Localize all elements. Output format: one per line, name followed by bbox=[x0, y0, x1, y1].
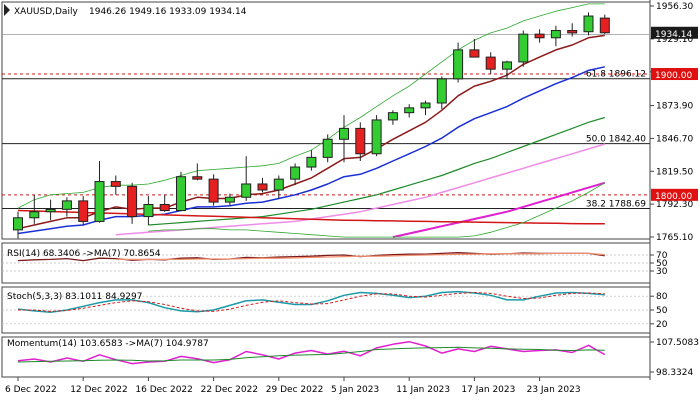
bear-candle bbox=[110, 181, 121, 187]
rsi-y-tick-label: 30 bbox=[656, 267, 668, 277]
bull-candle bbox=[453, 49, 464, 80]
bear-candle bbox=[127, 185, 138, 218]
bull-candle bbox=[550, 30, 561, 39]
x-tick-label: 6 Dec 2022 bbox=[5, 385, 57, 395]
bull-candle bbox=[273, 178, 284, 191]
current-price-badge bbox=[651, 26, 698, 39]
y-tick-label: 1846.70 bbox=[656, 134, 693, 144]
y-tick-label: 1792.30 bbox=[656, 200, 693, 210]
rsi-y-tick-label: 50 bbox=[656, 259, 668, 269]
bull-candle bbox=[322, 138, 333, 158]
momentum-title: Momentum(14) 103.6583 ->MA(7) 104.9787 bbox=[7, 339, 209, 349]
series-ema_long bbox=[148, 116, 605, 226]
bull-candle bbox=[436, 78, 447, 104]
x-tick-label: 11 Jan 2023 bbox=[396, 385, 450, 395]
header-symbol: XAUUSD,Daily bbox=[14, 7, 78, 17]
bear-candle bbox=[192, 176, 203, 180]
x-tick-label: 23 Jan 2023 bbox=[527, 385, 581, 395]
rsi-title: RSI(14) 68.3406 ->MA(7) 70.8654 bbox=[7, 249, 161, 259]
pane-frame-mom bbox=[1, 336, 651, 378]
series-ema_mid bbox=[17, 66, 605, 235]
y-tick-label: 1819.50 bbox=[656, 167, 693, 177]
level-badge bbox=[651, 68, 698, 81]
x-tick-label: 5 Jan 2023 bbox=[331, 385, 379, 395]
bull-candle bbox=[13, 217, 23, 231]
x-tick-label: 17 Jan 2023 bbox=[461, 385, 515, 395]
stoch-y-tick-label: 50 bbox=[656, 306, 668, 316]
bull-candle bbox=[241, 183, 252, 198]
bull-candle bbox=[518, 33, 529, 63]
level-label: 50.0 1842.40 bbox=[586, 135, 646, 145]
bull-candle bbox=[404, 107, 415, 114]
y-tick-label: 1873.90 bbox=[656, 102, 693, 112]
level-badge-text: 1900.00 bbox=[655, 71, 692, 81]
bear-candle bbox=[78, 200, 89, 222]
bull-candle bbox=[371, 119, 382, 155]
y-tick-label: 1765.10 bbox=[656, 233, 693, 243]
bull-candle bbox=[502, 61, 512, 70]
bull-candle bbox=[224, 196, 235, 203]
bull-candle bbox=[583, 15, 594, 33]
current-price-badge-text: 1934.14 bbox=[655, 30, 692, 40]
bear-candle bbox=[159, 204, 170, 212]
mom-y-tick-label: 98.3324 bbox=[656, 368, 693, 378]
bull-candle bbox=[94, 181, 105, 222]
bear-candle bbox=[469, 49, 480, 58]
series-magenta_ma bbox=[392, 181, 606, 239]
bear-candle bbox=[355, 127, 366, 155]
level-badge bbox=[651, 188, 698, 201]
y-tick-label: 1956.30 bbox=[656, 2, 693, 12]
rsi-y-tick-label: 70 bbox=[656, 251, 668, 261]
header-ohlc: 1946.26 1949.16 1933.09 1934.14 bbox=[89, 7, 247, 17]
level-label: 38.2 1788.69 bbox=[586, 199, 646, 209]
bull-candle bbox=[420, 102, 431, 109]
stoch-title: Stoch(5,3,3) 83.1011 84.9297 bbox=[7, 292, 142, 302]
x-tick-label: 16 Dec 2022 bbox=[135, 385, 193, 395]
bull-candle bbox=[339, 127, 349, 140]
series-ema_200 bbox=[17, 209, 605, 225]
stoch-y-tick-label: 80 bbox=[656, 292, 668, 302]
bear-candle bbox=[485, 56, 496, 70]
level-badge-text: 1800.00 bbox=[655, 192, 692, 202]
bear-candle bbox=[599, 17, 610, 34]
bear-candle bbox=[534, 33, 545, 39]
level-label: 61.8 1896.12 bbox=[586, 70, 646, 80]
bull-candle bbox=[143, 204, 154, 218]
bull-candle bbox=[176, 176, 186, 212]
series-rsi_ma bbox=[115, 252, 605, 261]
bull-candle bbox=[29, 211, 40, 219]
bear-candle bbox=[567, 30, 578, 34]
symbol-triangle-icon bbox=[4, 4, 10, 16]
y-tick-label: 1929.10 bbox=[656, 35, 693, 45]
x-tick-label: 29 Dec 2022 bbox=[266, 385, 324, 395]
bull-candle bbox=[387, 112, 398, 121]
bull-candle bbox=[61, 200, 72, 210]
mom-y-tick-label: 107.5083 bbox=[656, 338, 699, 348]
x-tick-label: 22 Dec 2022 bbox=[201, 385, 259, 395]
stoch-y-tick-label: 20 bbox=[656, 320, 668, 330]
bull-candle bbox=[290, 166, 301, 180]
bear-candle bbox=[208, 178, 219, 203]
pane-frame-main bbox=[1, 1, 651, 240]
bull-candle bbox=[45, 208, 56, 213]
bear-candle bbox=[257, 183, 268, 191]
series-stoch_d bbox=[18, 291, 605, 312]
series-bb_lower bbox=[148, 182, 606, 238]
series-momentum_ma bbox=[17, 346, 605, 363]
bull-candle bbox=[306, 156, 317, 168]
x-tick-label: 12 Dec 2022 bbox=[70, 385, 128, 395]
